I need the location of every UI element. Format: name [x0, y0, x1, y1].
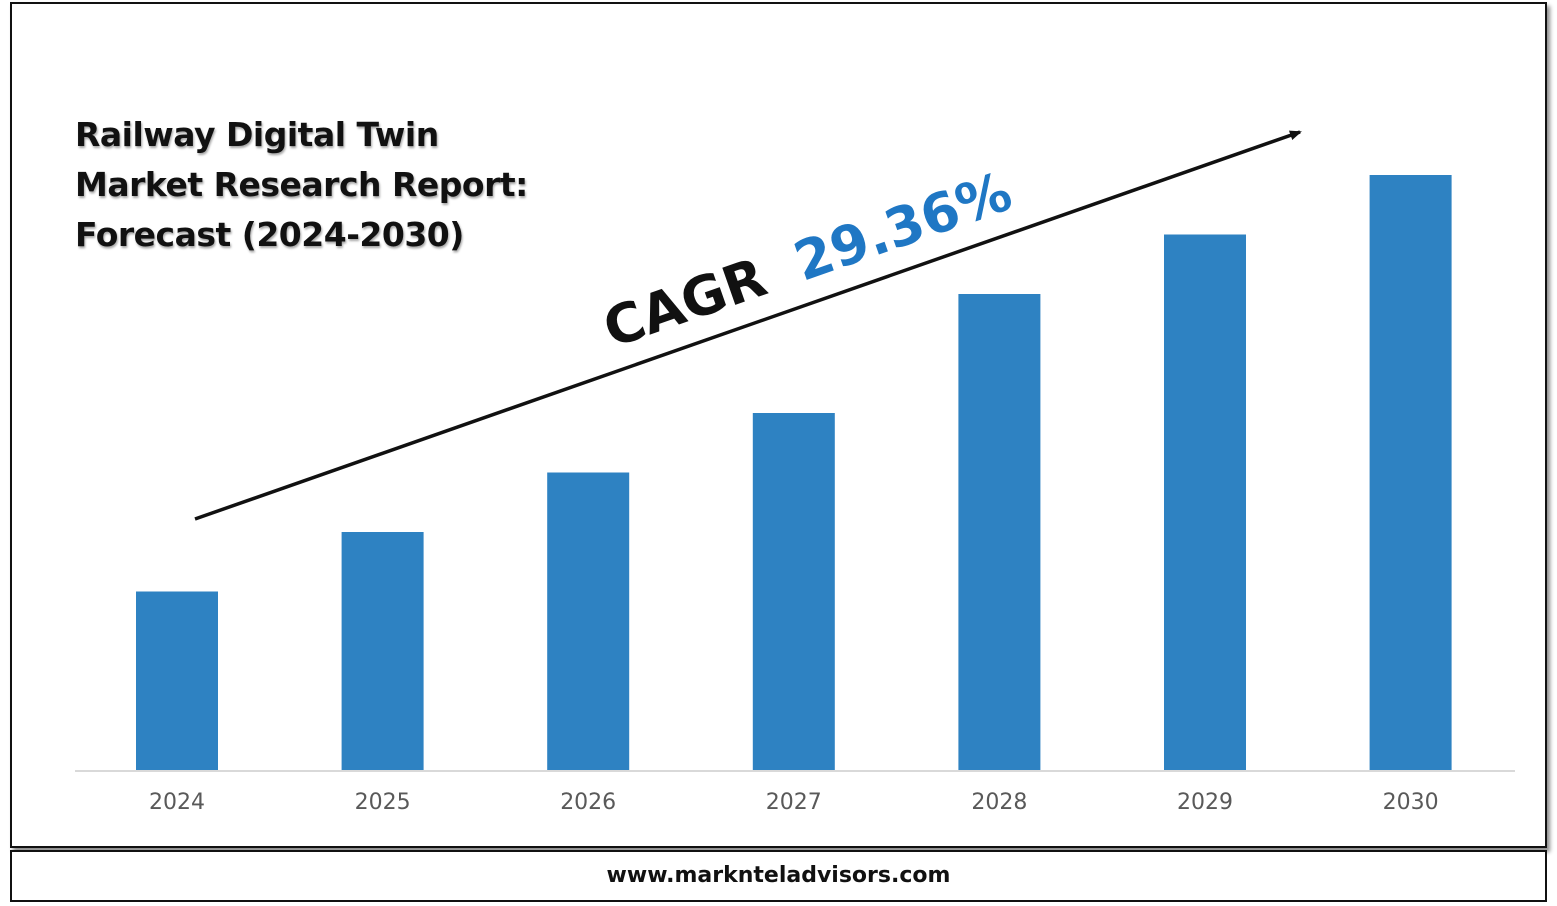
trend-arrow [194, 130, 1302, 521]
x-tick-label-2027: 2027 [766, 790, 822, 815]
footer-url: www.marknteladvisors.com [606, 863, 951, 888]
x-tick-labels: 2024 2025 2026 2027 2028 2029 2030 [149, 790, 1439, 815]
cagr-label: CAGR [595, 246, 774, 361]
cagr-annotation: CAGR 29.36% [595, 160, 1019, 361]
bar-series [136, 175, 1452, 770]
cagr-value: 29.36% [786, 160, 1019, 294]
x-tick-label-2026: 2026 [560, 790, 616, 815]
x-tick-label-2025: 2025 [355, 790, 411, 815]
title-line-3: Forecast (2024-2030) [75, 215, 464, 254]
bar-2024 [136, 591, 218, 770]
title-line-1: Railway Digital Twin [75, 115, 439, 154]
x-tick-label-2028: 2028 [971, 790, 1027, 815]
bar-2025 [341, 532, 424, 770]
bar-2027 [752, 413, 835, 770]
title-line-2: Market Research Report: [75, 165, 528, 204]
bar-2028 [958, 294, 1041, 770]
footer-band [10, 850, 1547, 902]
bar-2030 [1369, 175, 1452, 770]
chart-title: Railway Digital Twin Market Research Rep… [75, 110, 615, 260]
bar-2026 [547, 472, 630, 770]
x-tick-label-2030: 2030 [1383, 790, 1439, 815]
bar-2029 [1164, 234, 1246, 770]
x-tick-label-2024: 2024 [149, 790, 205, 815]
x-tick-label-2029: 2029 [1177, 790, 1233, 815]
